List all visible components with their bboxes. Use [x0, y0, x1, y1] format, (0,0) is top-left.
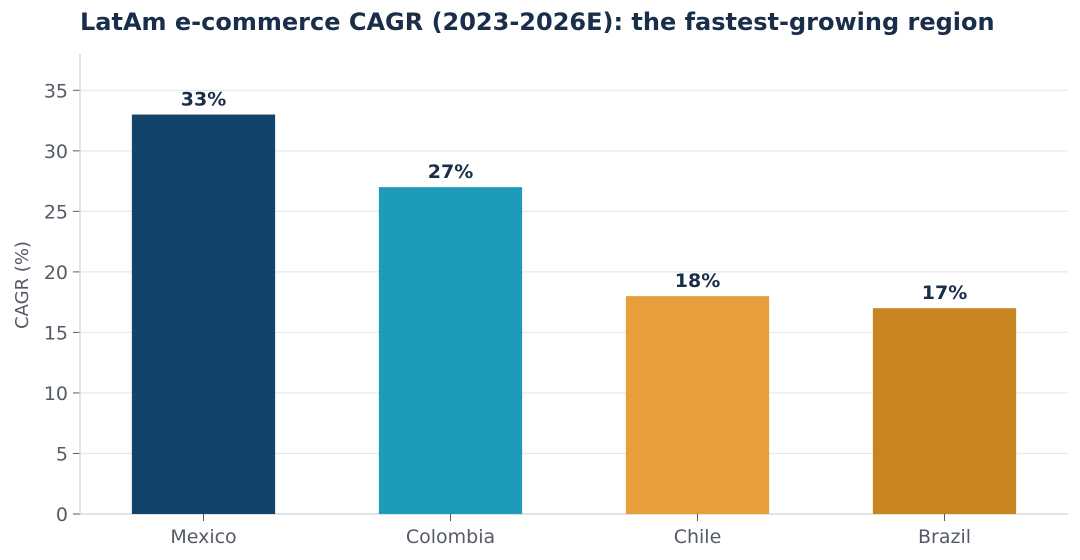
bar-chile [625, 296, 770, 514]
y-tick-label: 5 [56, 443, 68, 465]
y-tick-label: 35 [44, 80, 68, 102]
y-tick-label: 0 [56, 504, 68, 526]
x-tick-label: Colombia [406, 526, 495, 548]
bar-brazil [872, 308, 1017, 514]
chart-title: LatAm e-commerce CAGR (2023-2026E): the … [80, 8, 995, 36]
bar-colombia [378, 187, 523, 514]
y-tick-label: 10 [44, 383, 68, 405]
data-label: 18% [675, 270, 720, 292]
y-tick-label: 20 [44, 262, 68, 284]
data-label: 17% [922, 282, 967, 304]
labels: Mexico 33% Colombia 27% Chile 18% Brazil 17% [170, 89, 971, 548]
bars [131, 114, 1017, 515]
y-axis-label: CAGR (%) [12, 241, 33, 329]
y-tick-label: 15 [44, 322, 68, 344]
x-tick-label: Brazil [918, 526, 971, 548]
data-label: 27% [428, 161, 473, 183]
bar-mexico [131, 114, 276, 515]
x-tick-label: Mexico [170, 526, 236, 548]
y-tick-label: 25 [44, 201, 68, 223]
y-tick-label: 30 [44, 141, 68, 163]
data-label: 33% [181, 89, 226, 111]
x-tick-label: Chile [674, 526, 722, 548]
